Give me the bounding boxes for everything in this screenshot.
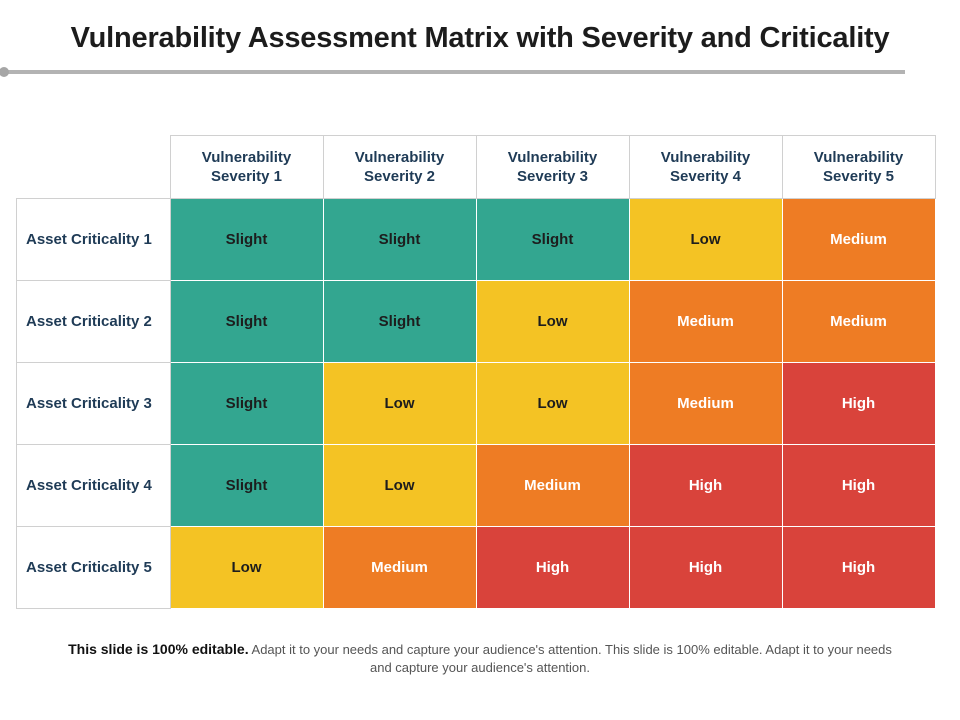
- assessment-matrix: Vulnerability Severity 1 Vulnerability Sev…: [16, 135, 936, 609]
- column-header-line: Vulnerability: [201, 149, 292, 166]
- column-header-line: Vulnerability: [354, 149, 445, 166]
- column-header-line: Vulnerability: [660, 149, 751, 166]
- matrix-cell-low: Low: [628, 198, 783, 281]
- column-header-severity-3: Vulnerability Severity 3: [475, 135, 630, 199]
- matrix-cell-high: High: [781, 362, 936, 445]
- matrix-cell-low: Low: [475, 362, 630, 445]
- matrix-cell-high: High: [781, 444, 936, 527]
- matrix-cell-high: High: [628, 526, 783, 609]
- column-header-severity-2: Vulnerability Severity 2: [322, 135, 477, 199]
- matrix-cell-medium: Medium: [628, 280, 783, 363]
- divider-dot: [0, 67, 9, 77]
- page-title: Vulnerability Assessment Matrix with Sev…: [70, 22, 890, 54]
- row-header-criticality-2: Asset Criticality 2: [16, 280, 171, 363]
- matrix-cell-slight: Slight: [169, 280, 324, 363]
- header-row: Vulnerability Severity 1 Vulnerability Sev…: [17, 135, 936, 199]
- column-header-severity-1: Vulnerability Severity 1: [169, 135, 324, 199]
- row-header-criticality-5: Asset Criticality 5: [16, 526, 171, 609]
- matrix-cell-low: Low: [169, 526, 324, 609]
- matrix-row: Asset Criticality 1 Slight Slight Slight…: [16, 198, 936, 281]
- column-header-line: Severity 1: [211, 168, 282, 185]
- matrix-cell-low: Low: [322, 362, 477, 445]
- matrix-corner: [17, 136, 171, 199]
- matrix-cell-low: Low: [475, 280, 630, 363]
- matrix-row: Asset Criticality 3 Slight Low Low Mediu…: [16, 362, 936, 445]
- row-header-criticality-4: Asset Criticality 4: [16, 444, 171, 527]
- matrix-cell-slight: Slight: [169, 198, 324, 281]
- matrix-cell-low: Low: [322, 444, 477, 527]
- column-header-severity-4: Vulnerability Severity 4: [628, 135, 783, 199]
- row-header-criticality-3: Asset Criticality 3: [16, 362, 171, 445]
- column-header-line: Vulnerability: [507, 149, 598, 166]
- matrix-cell-slight: Slight: [475, 198, 630, 281]
- matrix-cell-high: High: [475, 526, 630, 609]
- matrix-cell-medium: Medium: [628, 362, 783, 445]
- footer-bold: This slide is 100% editable.: [68, 641, 249, 657]
- column-header-line: Severity 5: [823, 168, 894, 185]
- title-divider: [3, 70, 905, 74]
- footer-text: Adapt it to your needs and capture your …: [248, 642, 892, 675]
- footer-note: This slide is 100% editable. Adapt it to…: [60, 640, 900, 677]
- column-header-line: Severity 4: [670, 168, 741, 185]
- matrix-cell-medium: Medium: [322, 526, 477, 609]
- matrix-cell-slight: Slight: [169, 362, 324, 445]
- column-header-severity-5: Vulnerability Severity 5: [781, 135, 936, 199]
- matrix-cell-medium: Medium: [475, 444, 630, 527]
- matrix-cell-slight: Slight: [169, 444, 324, 527]
- matrix-row: Asset Criticality 2 Slight Slight Low Me…: [16, 280, 936, 363]
- matrix-cell-slight: Slight: [322, 198, 477, 281]
- matrix-row: Asset Criticality 5 Low Medium High High…: [16, 526, 936, 609]
- matrix-cell-high: High: [781, 526, 936, 609]
- matrix-row: Asset Criticality 4 Slight Low Medium Hi…: [16, 444, 936, 527]
- matrix-cell-slight: Slight: [322, 280, 477, 363]
- matrix-cell-medium: Medium: [781, 198, 936, 281]
- matrix-cell-medium: Medium: [781, 280, 936, 363]
- column-header-line: Severity 3: [517, 168, 588, 185]
- column-header-line: Vulnerability: [813, 149, 904, 166]
- column-header-line: Severity 2: [364, 168, 435, 185]
- matrix-cell-high: High: [628, 444, 783, 527]
- row-header-criticality-1: Asset Criticality 1: [16, 198, 171, 281]
